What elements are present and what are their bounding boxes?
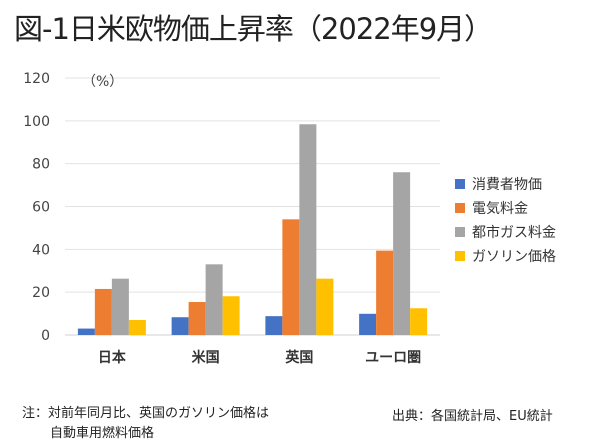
bar-4 <box>128 320 146 335</box>
y-tick-label: 100 <box>23 114 50 130</box>
y-tick-label: 20 <box>32 285 50 301</box>
chart-title: 図-1日米欧物価上昇率（2022年9月） <box>14 12 493 46</box>
legend-swatch <box>455 227 465 237</box>
legend-label: ガソリン価格 <box>472 249 556 265</box>
note-line-2: 自動車用燃料価格 <box>50 426 155 441</box>
bar-3 <box>111 278 129 335</box>
legend-swatch <box>455 203 465 213</box>
legend-swatch <box>455 251 465 261</box>
bar-2 <box>94 288 112 335</box>
y-tick-label: 80 <box>32 157 50 173</box>
x-tick-label: 米国 <box>192 349 220 366</box>
bar-1 <box>77 328 95 335</box>
y-tick-label: 120 <box>23 71 50 87</box>
bar-4 <box>410 308 428 335</box>
note-line-1: 注：対前年同月比、英国のガソリン価格は <box>22 406 270 421</box>
legend: 消費者物価電気料金都市ガス料金 ガソリン価格 <box>455 172 556 268</box>
legend-item: 消費者物価 <box>455 172 556 196</box>
bar-3 <box>393 172 411 335</box>
legend-item: ガソリン価格 <box>455 244 556 268</box>
bar-4 <box>316 278 334 335</box>
y-axis-unit: （%） <box>82 74 123 90</box>
x-tick-label: 英国 <box>284 349 313 366</box>
legend-label: 消費者物価 <box>472 177 542 193</box>
bar-2 <box>282 219 300 335</box>
legend-item: 都市ガス料金 <box>455 220 556 244</box>
y-tick-label: 60 <box>32 200 50 216</box>
y-tick-label: 0 <box>41 328 50 344</box>
bar-1 <box>171 317 189 335</box>
bar-2 <box>188 302 206 335</box>
bar-1 <box>265 316 283 335</box>
bar-2 <box>376 250 394 335</box>
legend-label: 都市ガス料金 <box>472 225 556 241</box>
legend-swatch <box>455 179 465 189</box>
bar-1 <box>359 313 377 335</box>
x-tick-label: 日本 <box>98 349 127 366</box>
y-tick-label: 40 <box>32 242 50 258</box>
legend-item: 電気料金 <box>455 196 556 220</box>
x-tick-label: ユーロ圏 <box>365 350 421 366</box>
legend-label: 電気料金 <box>472 201 528 217</box>
bar-3 <box>205 264 223 335</box>
bar-3 <box>299 124 317 335</box>
source-note: 出典：各国統計局、EU統計 <box>392 409 553 424</box>
bar-4 <box>222 296 240 335</box>
